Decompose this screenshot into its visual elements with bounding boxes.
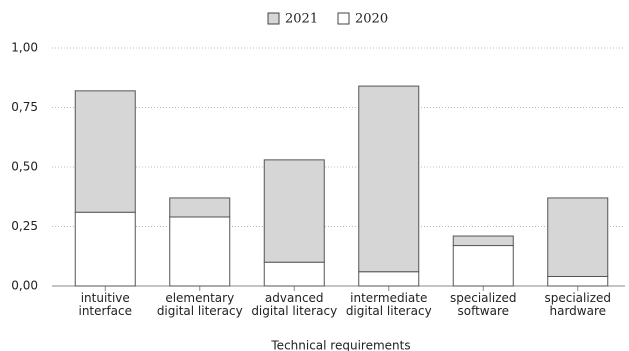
bar-segment bbox=[547, 197, 609, 277]
bar-segment bbox=[452, 235, 514, 247]
y-tick-label: 0,25 bbox=[11, 219, 38, 233]
legend-swatch bbox=[337, 12, 350, 25]
bar-segment bbox=[169, 197, 231, 218]
bar-segment bbox=[263, 261, 325, 287]
x-tick-label: specialized software bbox=[449, 291, 517, 318]
x-axis-title: Technical requirements bbox=[270, 339, 410, 351]
legend-label: 2021 bbox=[285, 12, 318, 27]
bar-segment bbox=[74, 90, 136, 213]
bar-segment bbox=[169, 216, 231, 287]
x-tick-label: advanced digital literacy bbox=[251, 291, 338, 318]
bar-segment bbox=[358, 85, 420, 273]
legend-swatch bbox=[267, 12, 280, 25]
x-tick-label: intuitive interface bbox=[78, 291, 133, 318]
bar-segment bbox=[547, 275, 609, 287]
x-tick-label: intermediate digital literacy bbox=[345, 291, 432, 318]
bar-segment bbox=[263, 159, 325, 263]
y-tick-label: 0,50 bbox=[11, 160, 38, 174]
legend-label: 2020 bbox=[355, 12, 388, 27]
bar-segment bbox=[452, 245, 514, 287]
x-tick-label: specialized hardware bbox=[544, 291, 611, 318]
bar-segment bbox=[74, 211, 136, 287]
bar-segment bbox=[358, 271, 420, 287]
x-tick-label: elementary digital literacy bbox=[156, 291, 243, 318]
y-tick-label: 0,00 bbox=[11, 279, 38, 293]
y-tick-label: 0,75 bbox=[11, 100, 38, 114]
y-tick-label: 1,00 bbox=[11, 41, 38, 55]
